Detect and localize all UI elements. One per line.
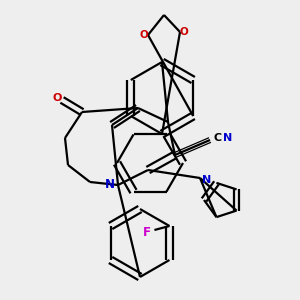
Text: O: O bbox=[180, 27, 188, 37]
Text: O: O bbox=[52, 93, 62, 103]
Text: N: N bbox=[202, 175, 211, 185]
Text: F: F bbox=[142, 226, 150, 238]
Text: N: N bbox=[223, 133, 232, 143]
Text: N: N bbox=[105, 178, 115, 191]
Text: O: O bbox=[140, 30, 148, 40]
Text: C: C bbox=[214, 133, 222, 143]
